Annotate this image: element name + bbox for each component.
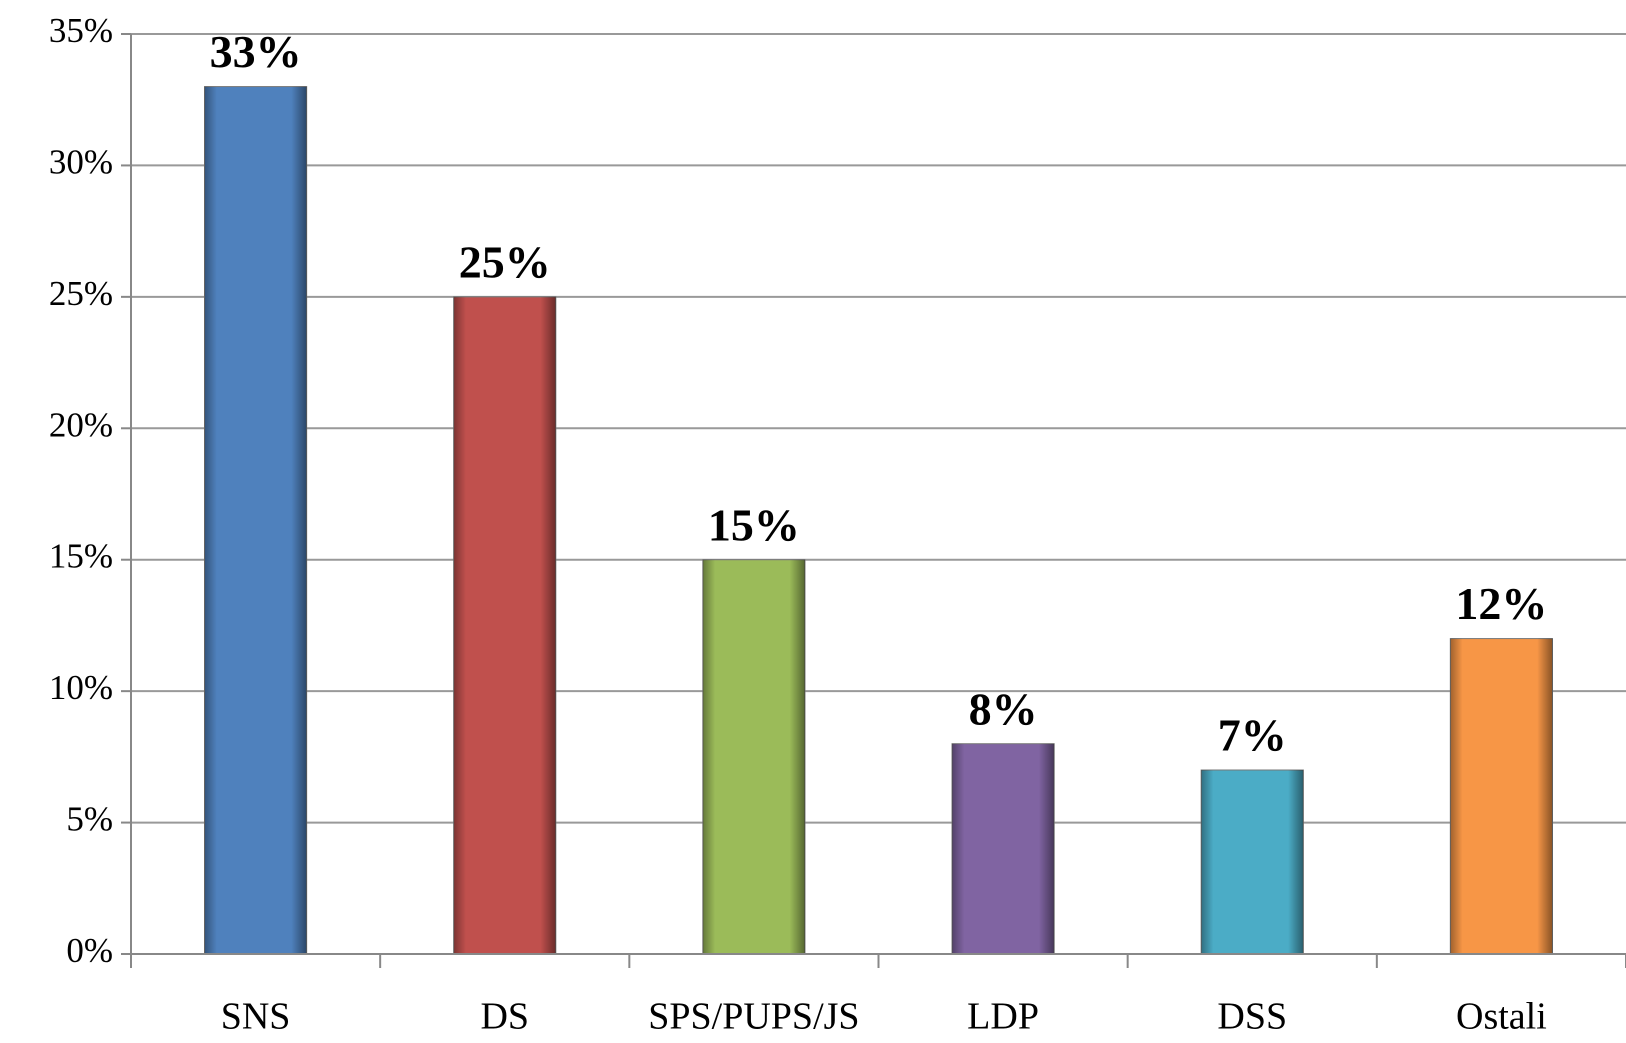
bar-shade (1201, 770, 1304, 954)
y-tick-label: 15% (49, 537, 113, 576)
bar-shade (952, 743, 1055, 954)
x-tick-label: Ostali (1456, 996, 1547, 1038)
value-label: 33% (210, 26, 302, 77)
bar-shade (453, 296, 556, 954)
y-tick-label: 20% (49, 405, 113, 444)
x-tick-label: DS (480, 996, 529, 1038)
value-label: 15% (708, 499, 800, 550)
x-tick-label: DSS (1217, 996, 1287, 1038)
x-tick-label: SPS/PUPS/JS (648, 996, 859, 1038)
y-tick-label: 25% (49, 274, 113, 313)
value-label: 12% (1455, 578, 1547, 629)
y-tick-label: 0% (66, 931, 113, 970)
value-label: 7% (1218, 710, 1287, 761)
bar-shade (1450, 638, 1553, 954)
value-label: 8% (969, 683, 1038, 734)
y-tick-label: 10% (49, 668, 113, 707)
bar-shade (702, 559, 805, 954)
value-label: 25% (459, 236, 551, 287)
bar-shade (204, 86, 307, 955)
y-tick-label: 35% (49, 11, 113, 50)
x-tick-label: LDP (967, 996, 1039, 1038)
x-tick-label: SNS (221, 996, 291, 1038)
y-tick-label: 5% (66, 800, 113, 839)
y-tick-label: 30% (49, 142, 113, 181)
